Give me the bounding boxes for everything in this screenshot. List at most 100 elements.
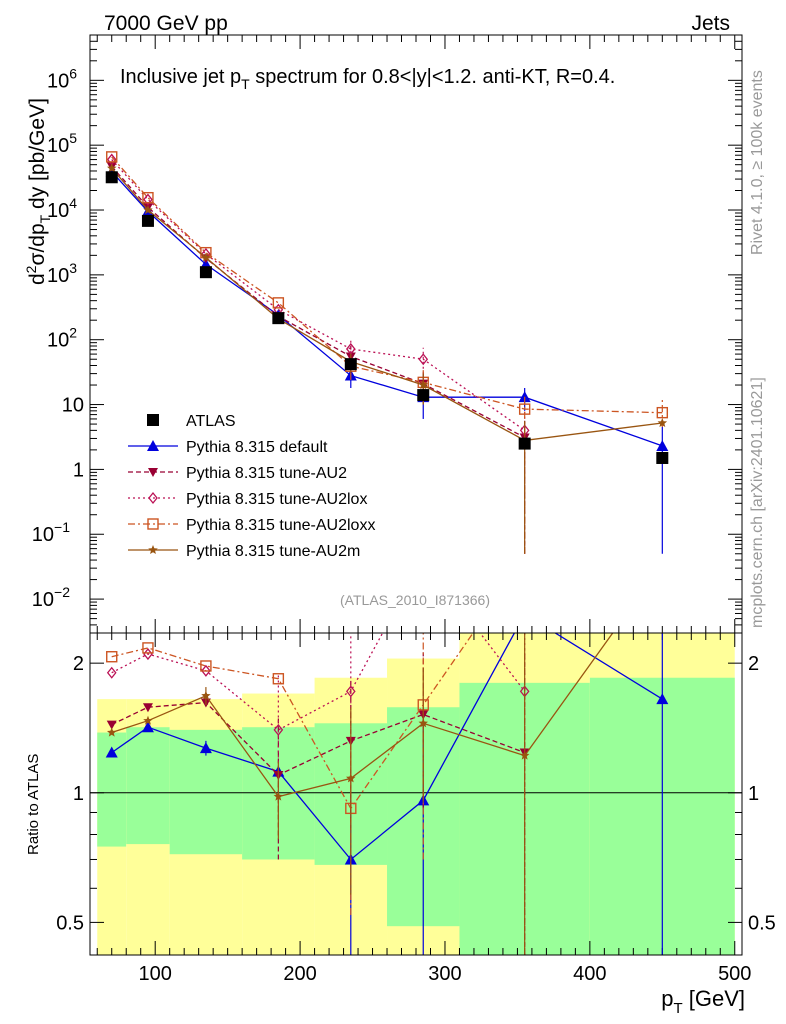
- data-point-au2m: [107, 163, 117, 173]
- legend-marker-au2: [148, 468, 158, 477]
- main-series: [105, 151, 669, 554]
- ratio-point-au2: [106, 720, 117, 730]
- legend-marker-au2lox: [148, 491, 158, 505]
- ratio-point-au2lox: [106, 666, 117, 679]
- ratio-y-tick-label: 1: [73, 783, 84, 805]
- y-tick-label: 104: [47, 195, 77, 222]
- y-tick-label: 1: [73, 459, 84, 481]
- data-point-atlas: [105, 171, 118, 184]
- xlabel: pT [GeV]: [661, 986, 745, 1017]
- data-point-atlas: [199, 266, 212, 279]
- ratio-line-au2m: [111, 633, 614, 798]
- ratio-point-au2lox: [201, 664, 211, 677]
- series-line-default: [111, 171, 663, 447]
- data-point-atlas: [518, 437, 531, 450]
- ratio-point-au2: [142, 703, 153, 713]
- analysis-id: (ATLAS_2010_I871366): [340, 592, 490, 608]
- y-tick-label: 102: [47, 325, 77, 352]
- y-tick-label: 106: [47, 65, 77, 92]
- ratio-point-au2m: [143, 715, 153, 725]
- ratio-y-tick-label: 0.5: [56, 912, 84, 934]
- data-point-atlas: [656, 451, 669, 464]
- ratio-y-tick-label-right: 0.5: [748, 912, 776, 934]
- series-line-au2lox: [111, 159, 526, 431]
- legend: ATLAS Pythia 8.315 default Pythia 8.315 tu…: [128, 413, 375, 560]
- y-tick-label: 10−1: [32, 519, 70, 546]
- ratio-y-tick-label-right: 1: [748, 783, 759, 805]
- band-green: [126, 727, 170, 845]
- title-sub: T: [241, 76, 250, 92]
- y-tick-label: 105: [47, 130, 77, 157]
- data-point-atlas: [272, 312, 285, 325]
- y-tick-label: 10−2: [32, 584, 70, 611]
- ratio-point-au2m: [201, 690, 211, 700]
- ratio-point-au2m: [107, 727, 117, 737]
- ratio-point-au2m: [519, 750, 530, 760]
- ratio-ylabel: Ratio to ATLAS: [25, 754, 42, 855]
- ratio-y-tick-label-right: 2: [748, 653, 759, 675]
- ratio-frame: [89, 632, 743, 956]
- data-point-au2loxx: [106, 151, 118, 163]
- legend-marker-au2m: [148, 545, 158, 554]
- ratio-point-default: [199, 742, 212, 754]
- legend-label-au2loxx: Pythia 8.315 tune-AU2loxx: [186, 517, 375, 534]
- data-point-au2m: [201, 252, 211, 262]
- series-line-au2loxx: [111, 156, 663, 414]
- series-atlas: [105, 171, 669, 464]
- series-line-au2m: [111, 167, 663, 442]
- x-tick-label: 100: [139, 963, 172, 985]
- x-tick-label: 500: [718, 963, 751, 985]
- ratio-point-au2loxx: [106, 651, 118, 663]
- data-point-atlas: [417, 389, 430, 402]
- title-main: Inclusive jet p: [120, 66, 241, 88]
- header-left: 7000 GeV pp: [104, 12, 228, 35]
- legend-label-au2lox: Pythia 8.315 tune-AU2lox: [186, 491, 367, 508]
- side-text-bottom: mcplots.cern.ch [arXiv:2401.10621]: [749, 377, 766, 628]
- title-rest: spectrum for 0.8<|y|<1.2. anti-KT, R=0.4…: [250, 66, 616, 88]
- ratio-point-au2m: [346, 773, 356, 783]
- data-point-au2m: [143, 205, 153, 215]
- legend-label-atlas: ATLAS: [186, 413, 236, 430]
- legend-marker-default: [147, 440, 159, 451]
- data-point-au2loxx: [518, 403, 531, 415]
- x-tick-label: 200: [283, 963, 316, 985]
- x-tick-label: 300: [428, 963, 461, 985]
- ratio-bands: [97, 633, 735, 955]
- ratio-point-default: [105, 746, 118, 758]
- data-point-atlas: [344, 358, 357, 371]
- ratio-point-au2loxx: [142, 642, 154, 654]
- ratio-point-au2loxx: [200, 660, 212, 672]
- ratio-point-default: [656, 693, 669, 705]
- side-text-top: Rivet 4.1.0, ≥ 100k events: [749, 70, 766, 255]
- data-point-au2lox: [143, 193, 153, 206]
- y-tick-label: 103: [47, 260, 77, 287]
- data-point-au2loxx: [142, 191, 154, 204]
- ratio-point-au2lox: [345, 685, 356, 698]
- data-point-au2m: [418, 380, 428, 390]
- ratio-series-au2m: [107, 633, 614, 955]
- main-title: Inclusive jet pT spectrum for 0.8<|y|<1.…: [120, 66, 615, 92]
- x-tick-label: 400: [573, 963, 606, 985]
- data-point-au2lox: [418, 353, 429, 366]
- legend-label-default: Pythia 8.315 default: [186, 439, 328, 456]
- ratio-point-au2loxx: [272, 673, 285, 685]
- ratio-line-default: [111, 633, 663, 861]
- y-tick-label: 10: [62, 395, 84, 417]
- header-right: Jets: [691, 12, 730, 35]
- ratio-point-default: [141, 721, 154, 733]
- ratio-point-au2m: [418, 718, 428, 728]
- legend-label-au2: Pythia 8.315 tune-AU2: [186, 465, 347, 482]
- data-point-au2loxx: [656, 406, 669, 419]
- ratio-y-tick-label: 2: [73, 653, 84, 675]
- data-point-default: [656, 439, 669, 451]
- ratio-line-au2lox: [111, 633, 526, 731]
- ratio-point-au2m: [273, 791, 284, 801]
- ratio-series: [105, 633, 669, 955]
- main-ylabel: d2σ/dpT dy [pb/GeV]: [23, 98, 53, 285]
- data-point-au2m: [657, 418, 668, 427]
- legend-label-au2m: Pythia 8.315 tune-AU2m: [186, 543, 360, 560]
- main-axes: 10−2 10−1 1 10 102 103 104 105 106: [32, 34, 742, 634]
- ratio-axes: 100 200 300 400 500 0.5 0.5 1 1 2 2: [56, 633, 776, 985]
- ratio-line-au2loxx: [111, 633, 474, 810]
